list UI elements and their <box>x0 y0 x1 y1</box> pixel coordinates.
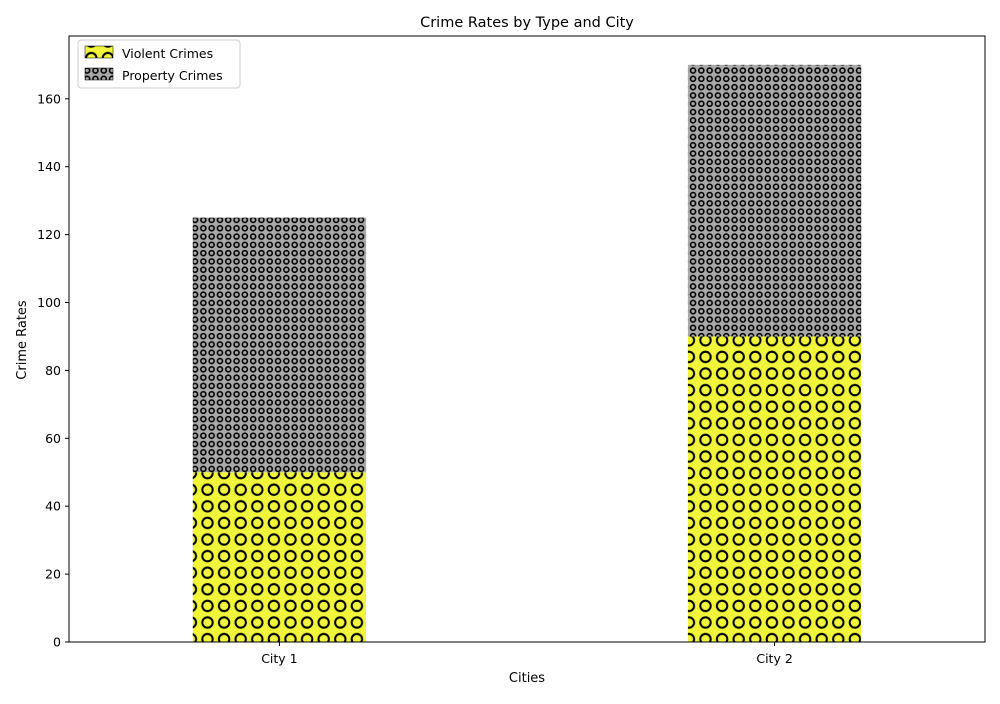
y-tick-label: 100 <box>37 295 61 310</box>
legend-swatch-violent-crimes <box>84 45 114 59</box>
legend-frame <box>77 39 241 89</box>
bars-layer <box>192 64 862 642</box>
y-tick-label: 0 <box>53 635 61 650</box>
y-tick-label: 80 <box>45 363 61 378</box>
legend-label-violent-crimes: Violent Crimes <box>122 46 213 61</box>
bar-property-crimes-city-1 <box>192 217 367 473</box>
chart-title: Crime Rates by Type and City <box>420 15 634 31</box>
bar-property-crimes-city-2 <box>687 64 862 337</box>
y-tick-label: 20 <box>45 567 61 582</box>
legend-swatch-property-crimes <box>84 67 114 81</box>
legend-label-property-crimes: Property Crimes <box>122 68 223 83</box>
axes-layer: 0 20 40 60 80 100 120 140 160 City 1 City 2 <box>37 35 986 666</box>
y-tick-label: 160 <box>37 91 61 106</box>
bar-violent-crimes-city-1 <box>192 472 367 642</box>
y-tick-label: 40 <box>45 499 61 514</box>
y-tick-label: 60 <box>45 431 61 446</box>
x-tick-label-city-1: City 1 <box>261 651 297 666</box>
y-tick-label: 140 <box>37 159 61 174</box>
y-tick-label: 120 <box>37 227 61 242</box>
x-axis-label: Cities <box>509 671 545 686</box>
y-axis-label: Crime Rates <box>15 300 30 380</box>
x-tick-label-city-2: City 2 <box>756 651 792 666</box>
bar-violent-crimes-city-2 <box>687 336 862 642</box>
plot-frame <box>68 35 986 643</box>
legend: Violent Crimes Property Crimes <box>77 39 241 89</box>
